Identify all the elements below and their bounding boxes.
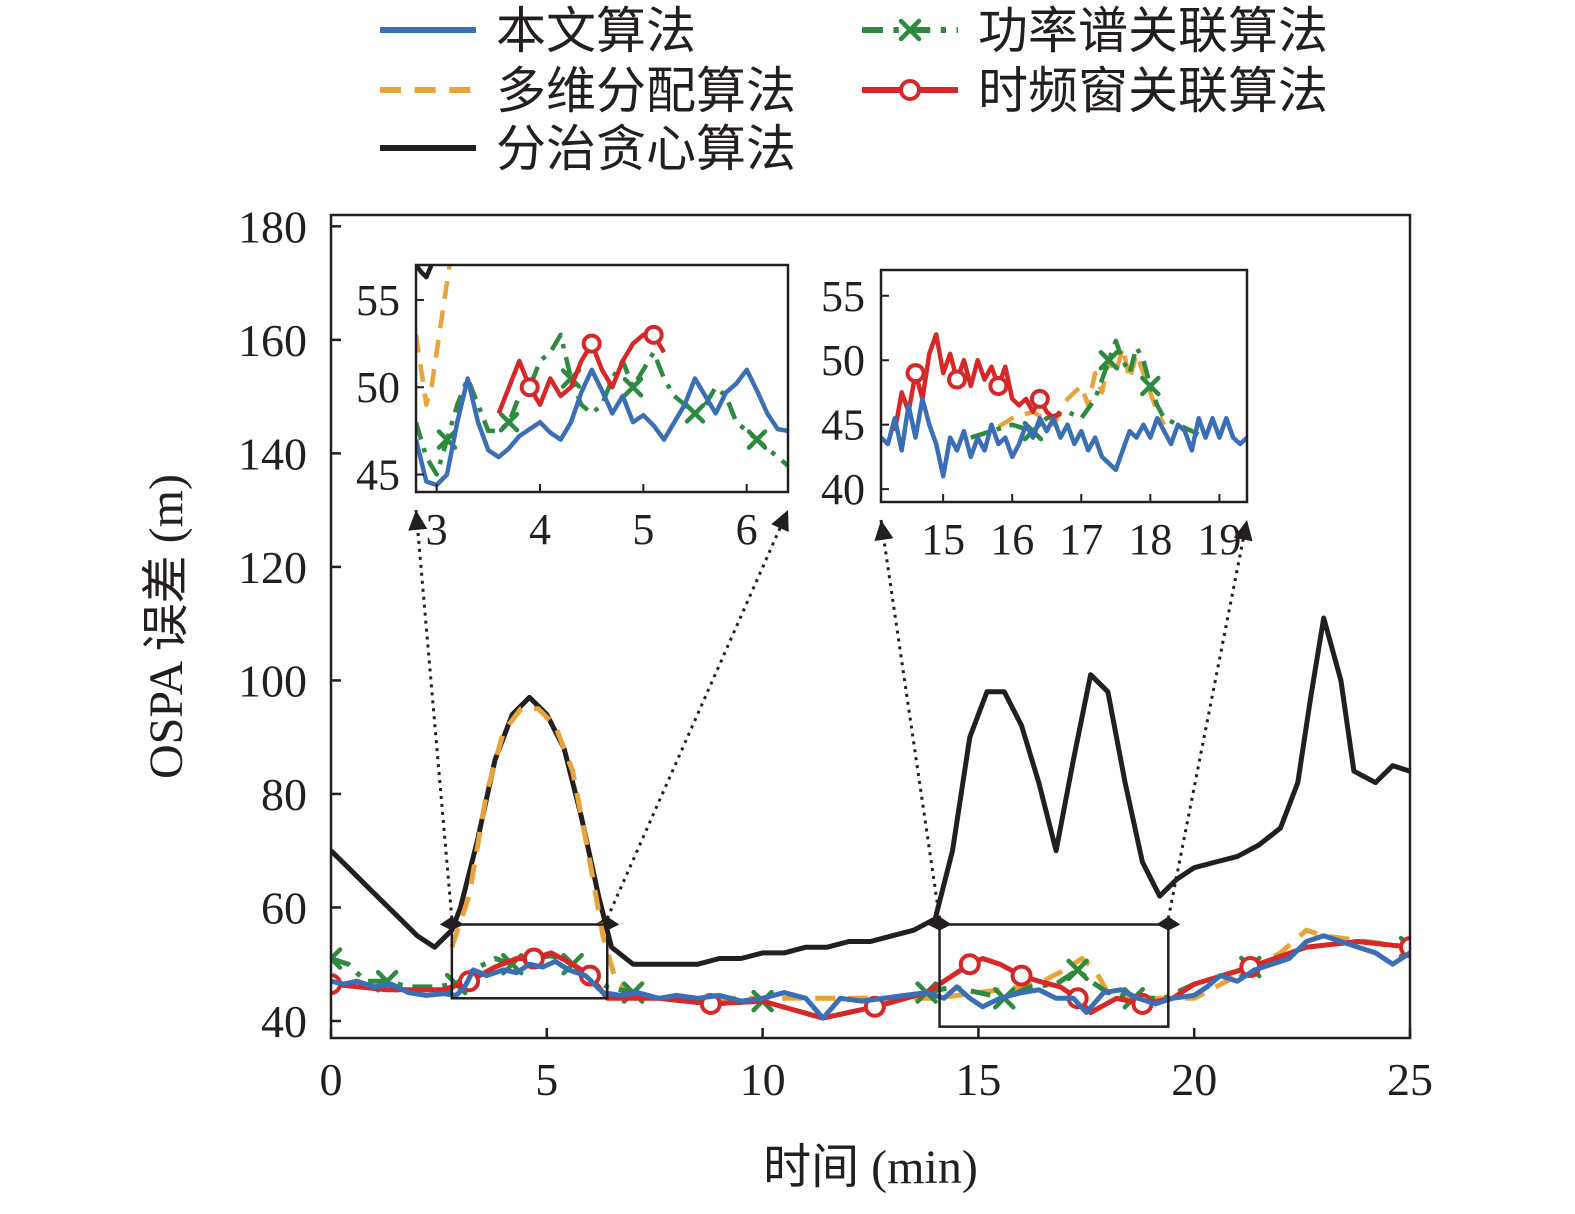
x-tick-label: 0 xyxy=(320,1054,343,1105)
series-line-1 xyxy=(449,706,1410,1001)
inset-x-tick-label: 3 xyxy=(426,505,448,554)
zoom-connector xyxy=(414,509,454,919)
inset-x-tick-label: 6 xyxy=(736,505,758,554)
x-tick-label: 15 xyxy=(955,1054,1001,1105)
inset-x-tick-label: 16 xyxy=(990,515,1034,564)
inset-series-line-0 xyxy=(416,367,788,488)
inset-x-tick-label: 4 xyxy=(529,505,551,554)
x-tick-label: 25 xyxy=(1387,1054,1433,1105)
y-tick-label: 100 xyxy=(238,655,307,706)
inset-y-tick-label: 50 xyxy=(821,336,865,385)
inset-y-tick-label: 55 xyxy=(356,276,400,325)
y-tick-label: 60 xyxy=(261,882,307,933)
x-tick-label: 5 xyxy=(535,1054,558,1105)
inset-y-tick-label: 45 xyxy=(356,451,400,500)
plot-frame xyxy=(329,213,1412,1040)
inset-series-line-0 xyxy=(881,396,1247,479)
inset-y-tick-label: 55 xyxy=(821,272,865,321)
arrow-head-icon xyxy=(1233,520,1253,542)
inset-background xyxy=(416,265,788,492)
y-tick-label: 80 xyxy=(261,769,307,820)
y-tick-label: 120 xyxy=(238,542,307,593)
inset-y-tick-label: 50 xyxy=(356,363,400,412)
legend-label-3: 功率谱关联算法 xyxy=(978,3,1328,59)
inset-series-marker-4 xyxy=(1029,388,1050,409)
inset-frame xyxy=(879,268,1249,504)
inset-y-tick-label: 40 xyxy=(821,465,865,514)
zoom-region-box xyxy=(450,923,609,1000)
inset-y-tick-label: 45 xyxy=(821,401,865,450)
zoom-connector xyxy=(879,519,942,919)
inset-series-marker-3 xyxy=(684,403,706,424)
series-marker-3 xyxy=(1066,958,1089,982)
legend-label-2: 分治贪心算法 xyxy=(496,121,796,177)
y-axis-title: OSPA 误差 (m) xyxy=(140,474,193,779)
x-axis-title: 时间 (min) xyxy=(763,1141,978,1194)
x-tick-label: 10 xyxy=(740,1054,786,1105)
zoom-connector xyxy=(605,509,790,920)
inset-x-tick-label: 19 xyxy=(1197,515,1241,564)
y-tick-label: 160 xyxy=(238,315,307,366)
legend-label-4: 时频窗关联算法 xyxy=(978,63,1328,119)
arrow-head-icon xyxy=(408,510,428,531)
inset-series-marker-4 xyxy=(905,363,926,384)
inset-series-marker-3 xyxy=(746,429,768,450)
x-tick-label: 20 xyxy=(1171,1054,1217,1105)
inset-series-marker-3 xyxy=(1140,375,1161,397)
zoom-region-box xyxy=(938,923,1170,1028)
series-marker-4 xyxy=(1010,964,1033,987)
legend-label-0: 本文算法 xyxy=(496,3,696,59)
inset-x-tick-label: 17 xyxy=(1059,515,1103,564)
inset-series-marker-4 xyxy=(581,333,602,354)
inset-series-marker-3 xyxy=(1098,349,1120,371)
inset-frame xyxy=(414,263,790,494)
legend-marker-4 xyxy=(899,79,921,101)
legend-marker-3 xyxy=(898,18,922,42)
inset-series-line-2 xyxy=(416,265,434,280)
arrow-head-icon xyxy=(771,510,789,532)
inset-series-marker-4 xyxy=(643,324,664,345)
legend-label-1: 多维分配算法 xyxy=(496,63,796,119)
inset-background xyxy=(881,270,1247,502)
inset-series-marker-3 xyxy=(622,376,644,398)
y-tick-label: 140 xyxy=(238,428,307,479)
arrow-head-icon xyxy=(874,520,894,541)
series-marker-4 xyxy=(958,953,981,976)
inset-x-tick-label: 5 xyxy=(632,505,654,554)
zoom-connector xyxy=(1166,519,1249,919)
series-line-0 xyxy=(331,933,1410,1021)
inset-x-tick-label: 18 xyxy=(1128,515,1172,564)
series-line-2 xyxy=(331,615,1410,967)
series-marker-3 xyxy=(331,947,343,970)
inset-x-tick-label: 15 xyxy=(921,515,965,564)
inset-series-marker-4 xyxy=(988,376,1009,396)
y-tick-label: 40 xyxy=(261,996,307,1047)
y-tick-label: 180 xyxy=(238,201,307,252)
inset-series-marker-3 xyxy=(498,411,520,433)
inset-series-marker-4 xyxy=(519,377,540,398)
inset-series-marker-4 xyxy=(946,369,967,390)
